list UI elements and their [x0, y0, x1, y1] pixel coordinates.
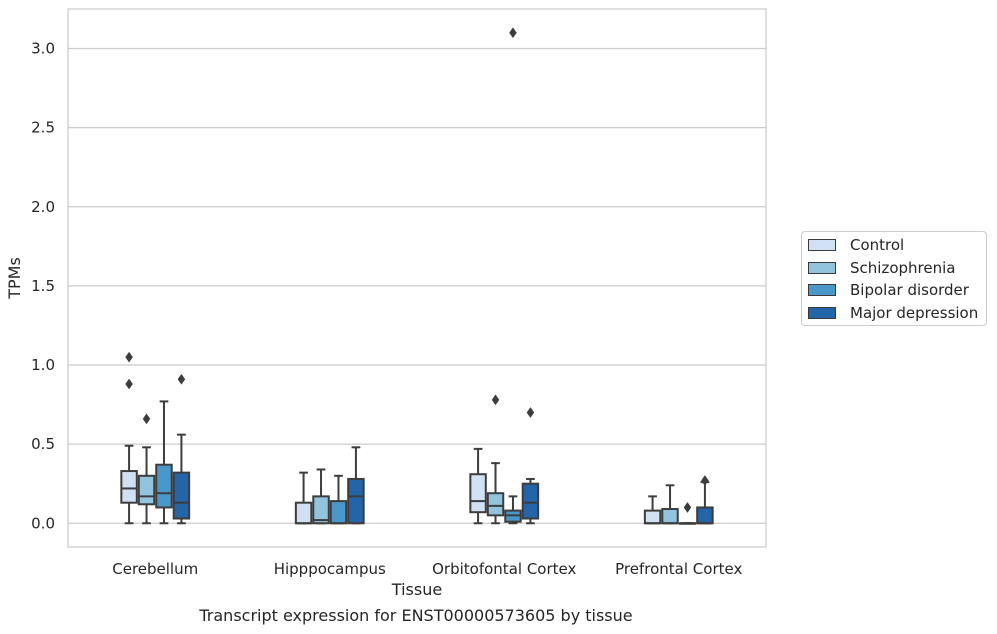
box-iqr — [155, 463, 173, 509]
legend-swatch-schizophrenia — [808, 262, 836, 274]
legend-label-control: Control — [850, 236, 905, 254]
figure-caption: Transcript expression for ENST0000057360… — [199, 606, 633, 625]
y-tick-label: 0.5 — [31, 435, 55, 453]
box-1-0 — [137, 413, 156, 525]
series-control — [120, 351, 662, 525]
box-iqr — [312, 495, 330, 525]
legend-swatch-control — [808, 239, 836, 251]
box-1-1 — [312, 468, 330, 525]
y-tick-label: 1.5 — [31, 277, 55, 295]
y-tick-labels: 0.0 0.5 1.0 1.5 2.0 2.5 3.0 — [31, 40, 55, 533]
box-series — [120, 27, 714, 525]
box-iqr — [696, 506, 714, 525]
box-iqr — [294, 501, 313, 525]
box-iqr — [661, 508, 679, 525]
legend-item-schizophrenia: Schizophrenia — [808, 258, 955, 278]
series-bipolar-disorder — [155, 27, 697, 525]
box-iqr — [120, 470, 138, 504]
legend-item-control: Control — [808, 235, 904, 255]
y-tick-label: 2.0 — [31, 198, 55, 216]
x-axis-label: Tissue — [391, 580, 442, 599]
x-tick-labels: Cerebellum Hipppocampus Orbitofontal Corte… — [112, 560, 742, 578]
box-3-2 — [521, 407, 540, 525]
outlier-point — [683, 502, 692, 513]
box-0-3 — [643, 495, 662, 525]
box-iqr — [469, 473, 487, 514]
x-tick-label: Cerebellum — [112, 560, 198, 578]
outlier-point — [125, 351, 133, 363]
box-1-2 — [486, 394, 505, 525]
box-1-3 — [661, 484, 679, 525]
box-3-0 — [172, 373, 191, 525]
x-tick-label: Prefrontal Cortex — [615, 560, 742, 578]
plot-frame — [67, 8, 767, 548]
box-3-3 — [696, 475, 714, 525]
box-iqr — [521, 482, 540, 520]
x-tick-label: Hipppocampus — [274, 560, 386, 578]
box-2-3 — [678, 502, 697, 525]
box-iqr — [347, 477, 365, 525]
box-0-2 — [469, 447, 487, 525]
legend-swatch-major-depression — [808, 307, 836, 319]
outlier-point — [177, 373, 186, 385]
legend-swatch-bipolar-disorder — [808, 284, 836, 296]
outlier-point — [509, 27, 517, 39]
series-major-depression — [172, 373, 714, 525]
box-0-1 — [294, 471, 313, 525]
box-iqr — [486, 492, 505, 517]
outlier-point — [491, 394, 500, 406]
legend: Control Schizophrenia Bipolar disorder M… — [801, 231, 987, 326]
box-iqr — [643, 509, 662, 525]
legend-item-major-depression: Major depression — [808, 303, 978, 323]
box-0-0 — [120, 351, 138, 525]
box-2-1 — [329, 474, 348, 525]
outlier-point — [526, 407, 535, 418]
outlier-point — [142, 413, 151, 425]
legend-label-schizophrenia: Schizophrenia — [850, 259, 956, 277]
legend-item-bipolar-disorder: Bipolar disorder — [808, 280, 969, 300]
y-tick-label: 0.0 — [31, 514, 55, 532]
legend-label-bipolar-disorder: Bipolar disorder — [850, 281, 969, 299]
y-tick-label: 1.0 — [31, 356, 55, 374]
box-iqr — [172, 471, 191, 520]
y-axis-label: TPMs — [5, 257, 24, 300]
x-tick-label: Orbitofontal Cortex — [432, 560, 576, 578]
box-iqr — [137, 474, 156, 506]
y-tick-label: 3.0 — [31, 40, 55, 58]
legend-label-major-depression: Major depression — [850, 304, 979, 322]
outlier-point — [701, 475, 709, 486]
gridlines — [68, 47, 766, 524]
y-tick-label: 2.5 — [31, 119, 55, 137]
series-schizophrenia — [137, 394, 679, 525]
box-2-2 — [504, 27, 522, 525]
box-2-0 — [155, 400, 173, 525]
box-iqr — [329, 500, 348, 525]
outlier-point — [125, 378, 133, 390]
box-3-1 — [347, 446, 365, 525]
